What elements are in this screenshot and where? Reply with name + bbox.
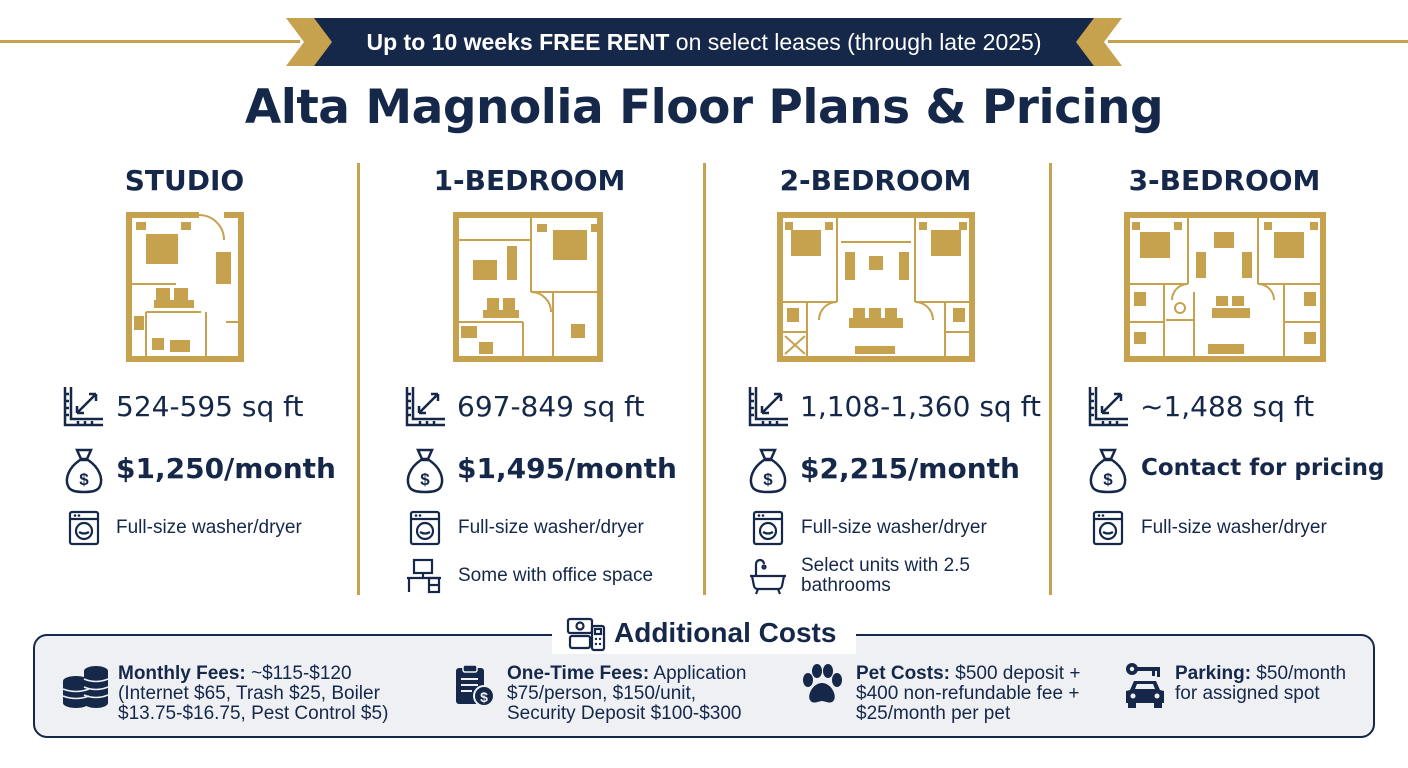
promo-banner: Up to 10 weeks FREE RENT on select lease… xyxy=(330,18,1078,66)
cost-line: Application xyxy=(649,663,747,684)
clipboard-dollar-icon: $ xyxy=(456,664,495,707)
cost-label: Pet Costs: xyxy=(856,663,950,684)
plan-feature: Full-size washer/dryer xyxy=(1141,517,1327,538)
ruler-area-icon xyxy=(1088,387,1128,427)
banner-highlight: FREE RENT xyxy=(539,29,670,55)
plan-card-3-bedroom: 3-BEDROOM xyxy=(1052,160,1397,600)
plan-name: 3-BEDROOM xyxy=(1128,164,1321,197)
money-bag-icon: $ xyxy=(1089,448,1127,494)
cost-line: ~$115-$120 xyxy=(245,663,352,684)
plan-feature-line2: bathrooms xyxy=(801,575,891,596)
cost-line: Security Deposit $100-$300 xyxy=(507,703,742,724)
paw-icon xyxy=(803,664,842,703)
column-divider xyxy=(1049,163,1052,595)
car-key-icon xyxy=(1126,663,1164,708)
banner-prefix: Up to 10 weeks xyxy=(366,29,540,55)
plan-feature-line1: Select units with 2.5 xyxy=(801,555,970,576)
plan-price: Contact for pricing xyxy=(1141,455,1385,481)
cost-label: One-Time Fees: xyxy=(507,663,650,684)
studio-floorplan-icon xyxy=(126,212,244,362)
money-bag-icon: $ xyxy=(65,448,103,494)
cost-line: $75/person, $150/unit, xyxy=(507,683,697,704)
costs-title-rule xyxy=(856,634,868,636)
costs-title-backdrop xyxy=(552,614,856,654)
plan-sqft: 524-595 sq ft xyxy=(116,390,304,423)
plan-sqft: ~1,488 sq ft xyxy=(1140,390,1315,423)
banner-rule-left xyxy=(0,40,300,43)
plan-card-1-bedroom: 1-BEDROOM xyxy=(357,160,702,600)
ruler-area-icon xyxy=(748,387,788,427)
washer-icon xyxy=(1092,510,1124,546)
plan-feature: Full-size washer/dryer xyxy=(458,517,644,538)
column-divider xyxy=(357,163,360,595)
cost-line: for assigned spot xyxy=(1175,683,1320,704)
banner-rule-right xyxy=(1108,40,1408,43)
one-bedroom-floorplan-icon xyxy=(453,212,603,362)
cost-label: Monthly Fees: xyxy=(118,663,246,684)
plan-sqft: 697-849 sq ft xyxy=(457,390,645,423)
ruler-area-icon xyxy=(405,387,445,427)
cost-one-time-fees: One-Time Fees: Application $75/person, $… xyxy=(507,664,746,724)
banner-suffix: on select leases (through late 2025) xyxy=(669,29,1042,55)
cost-label: Parking: xyxy=(1175,663,1252,684)
svg-text:$: $ xyxy=(79,470,89,489)
plan-sqft: 1,108-1,360 sq ft xyxy=(800,390,1041,423)
cost-line: $25/month per pet xyxy=(856,703,1011,724)
plan-name: 1-BEDROOM xyxy=(433,164,626,197)
ruler-area-icon xyxy=(63,387,103,427)
plan-name: STUDIO xyxy=(124,164,245,197)
desk-icon xyxy=(407,558,441,594)
cost-line: $50/month xyxy=(1251,663,1347,684)
plan-card-studio: STUDIO xyxy=(12,160,357,600)
bathtub-icon xyxy=(750,558,786,595)
svg-text:$: $ xyxy=(1103,470,1113,489)
svg-text:$: $ xyxy=(420,470,430,489)
cash-calculator-icon xyxy=(566,617,606,652)
cost-line: $400 non-refundable fee + xyxy=(856,683,1080,704)
plan-price: $1,250/month xyxy=(116,452,336,485)
washer-icon xyxy=(409,510,441,546)
cost-line: $13.75-$16.75, Pest Control $5) xyxy=(118,703,389,724)
svg-text:$: $ xyxy=(763,470,773,489)
three-bedroom-floorplan-icon xyxy=(1124,212,1326,362)
svg-text:$: $ xyxy=(480,689,488,705)
plan-price: $2,215/month xyxy=(800,452,1020,485)
plan-name: 2-BEDROOM xyxy=(779,164,972,197)
cost-line: (Internet $65, Trash $25, Boiler xyxy=(118,683,380,704)
plan-feature: Full-size washer/dryer xyxy=(116,517,302,538)
banner-ribbon xyxy=(286,18,1122,66)
money-bag-icon: $ xyxy=(749,448,787,494)
cost-monthly-fees: Monthly Fees: ~$115-$120 (Internet $65, … xyxy=(118,664,388,724)
cost-parking: Parking: $50/month for assigned spot xyxy=(1175,664,1346,704)
costs-title: Additional Costs xyxy=(614,617,837,648)
washer-icon xyxy=(68,510,100,546)
money-bag-icon: $ xyxy=(406,448,444,494)
plan-price: $1,495/month xyxy=(457,452,677,485)
plan-feature: Full-size washer/dryer xyxy=(801,517,987,538)
coin-stack-icon xyxy=(62,666,109,708)
cost-pet: Pet Costs: $500 deposit + $400 non-refun… xyxy=(856,664,1080,724)
page-title: Alta Magnolia Floor Plans & Pricing xyxy=(244,80,1164,135)
two-bedroom-floorplan-icon xyxy=(777,212,975,362)
washer-icon xyxy=(752,510,784,546)
cost-line: $500 deposit + xyxy=(949,663,1081,684)
plan-card-2-bedroom: 2-BEDROOM 1,1 xyxy=(703,160,1048,600)
costs-title-rule xyxy=(540,634,552,636)
column-divider xyxy=(703,163,706,595)
plan-feature: Some with office space xyxy=(458,565,654,586)
